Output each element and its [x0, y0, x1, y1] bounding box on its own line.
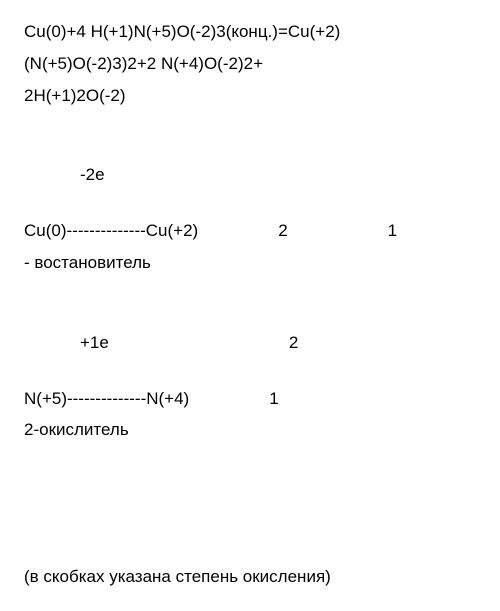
half-reaction-1-coefficient-2: 1 — [388, 219, 397, 243]
half-reaction-1-electrons: -2e — [24, 163, 476, 187]
half-reaction-2-top-number: 2 — [289, 331, 298, 355]
half-reaction-2-electrons-row: +1e 2 — [24, 331, 476, 355]
half-reaction-2-role: 2-окислитель — [24, 418, 476, 442]
half-reaction-2-reaction: N(+5)--------------N(+4) — [24, 387, 189, 411]
half-reaction-1-row: Cu(0)--------------Cu(+2) 2 1 — [24, 219, 476, 243]
half-reaction-2-coefficient-1: 1 — [269, 387, 278, 411]
half-reaction-1-coefficient-1: 2 — [278, 219, 287, 243]
footnote: (в скобках указана степень окисления) — [24, 567, 331, 587]
half-reaction-1-reaction: Cu(0)--------------Cu(+2) — [24, 219, 198, 243]
equation-line-3: 2H(+1)2O(-2) — [24, 84, 476, 108]
half-reaction-2-row: N(+5)--------------N(+4) 1 — [24, 387, 476, 411]
equation-line-2: (N(+5)O(-2)3)2+2 N(+4)O(-2)2+ — [24, 52, 476, 76]
half-reaction-2-electrons: +1e — [24, 331, 109, 355]
equation-line-1: Cu(0)+4 H(+1)N(+5)O(-2)3(конц.)=Cu(+2) — [24, 20, 476, 44]
half-reaction-1-role: - востановитель — [24, 251, 476, 275]
